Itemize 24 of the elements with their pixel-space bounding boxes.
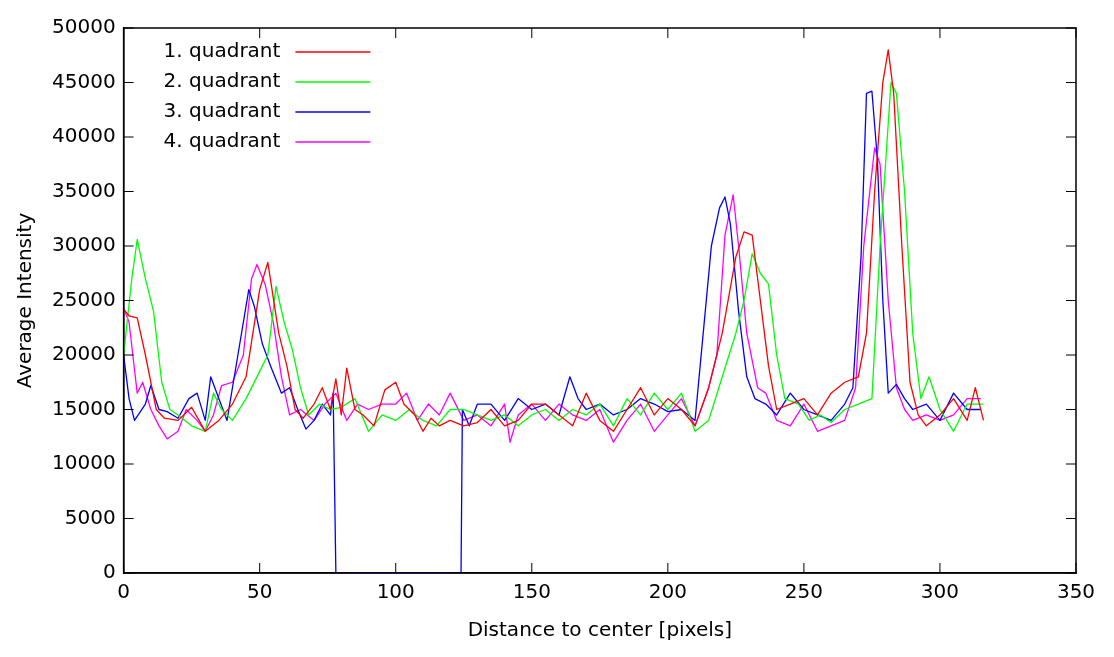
- x-tick-label: 50: [246, 579, 273, 604]
- legend-label: 1. quadrant: [163, 38, 281, 63]
- y-tick-label: 50000: [52, 14, 116, 39]
- legend-label: 4. quadrant: [163, 128, 281, 153]
- y-tick-label: 15000: [52, 395, 116, 420]
- legend-label: 2. quadrant: [163, 68, 281, 93]
- y-axis-title: Average Intensity: [12, 212, 37, 389]
- y-tick-label: 20000: [52, 341, 116, 366]
- y-tick-label: 5000: [64, 504, 116, 529]
- x-axis-title: Distance to center [pixels]: [467, 617, 732, 642]
- y-tick-label: 35000: [52, 177, 116, 202]
- y-tick-label: 25000: [52, 286, 116, 311]
- x-tick-label: 150: [512, 579, 551, 604]
- legend-label: 3. quadrant: [163, 98, 281, 123]
- x-tick-label: 350: [1056, 579, 1096, 604]
- y-tick-label: 45000: [52, 68, 116, 93]
- y-tick-label: 30000: [52, 232, 116, 257]
- x-tick-label: 300: [920, 579, 960, 604]
- x-tick-label: 200: [648, 579, 687, 604]
- x-tick-label: 250: [784, 579, 823, 604]
- x-tick-label: 100: [376, 579, 415, 604]
- y-tick-label: 10000: [52, 450, 116, 475]
- y-tick-label: 0: [102, 559, 116, 584]
- y-tick-label: 40000: [52, 123, 116, 148]
